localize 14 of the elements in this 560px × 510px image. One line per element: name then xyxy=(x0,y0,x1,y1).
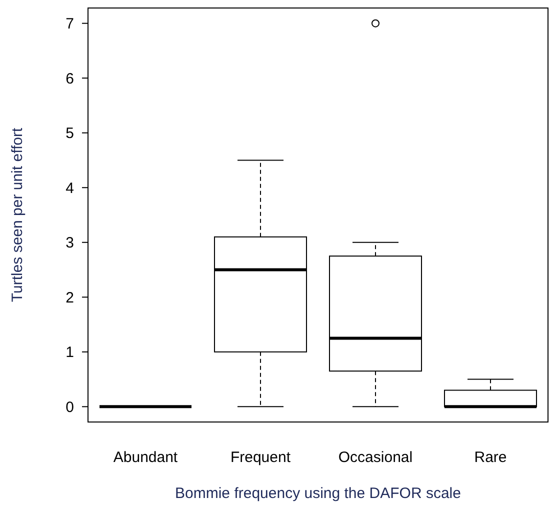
y-tick-label: 2 xyxy=(66,289,74,306)
y-tick-label: 5 xyxy=(66,125,74,142)
x-axis-title: Bommie frequency using the DAFOR scale xyxy=(175,485,461,502)
y-tick-label: 1 xyxy=(66,344,74,362)
y-axis-title: Turtles seen per unit effort xyxy=(9,127,26,302)
x-tick-label: Frequent xyxy=(230,449,292,466)
x-tick-label: Rare xyxy=(474,449,507,466)
y-tick-label: 6 xyxy=(66,70,74,88)
x-tick-label: Occasional xyxy=(338,449,413,466)
x-tick-label: Abundant xyxy=(113,449,178,466)
y-tick-label: 7 xyxy=(66,16,74,33)
y-tick-label: 4 xyxy=(66,180,74,197)
y-tick-label: 0 xyxy=(66,398,74,416)
y-tick-label: 3 xyxy=(66,234,74,252)
